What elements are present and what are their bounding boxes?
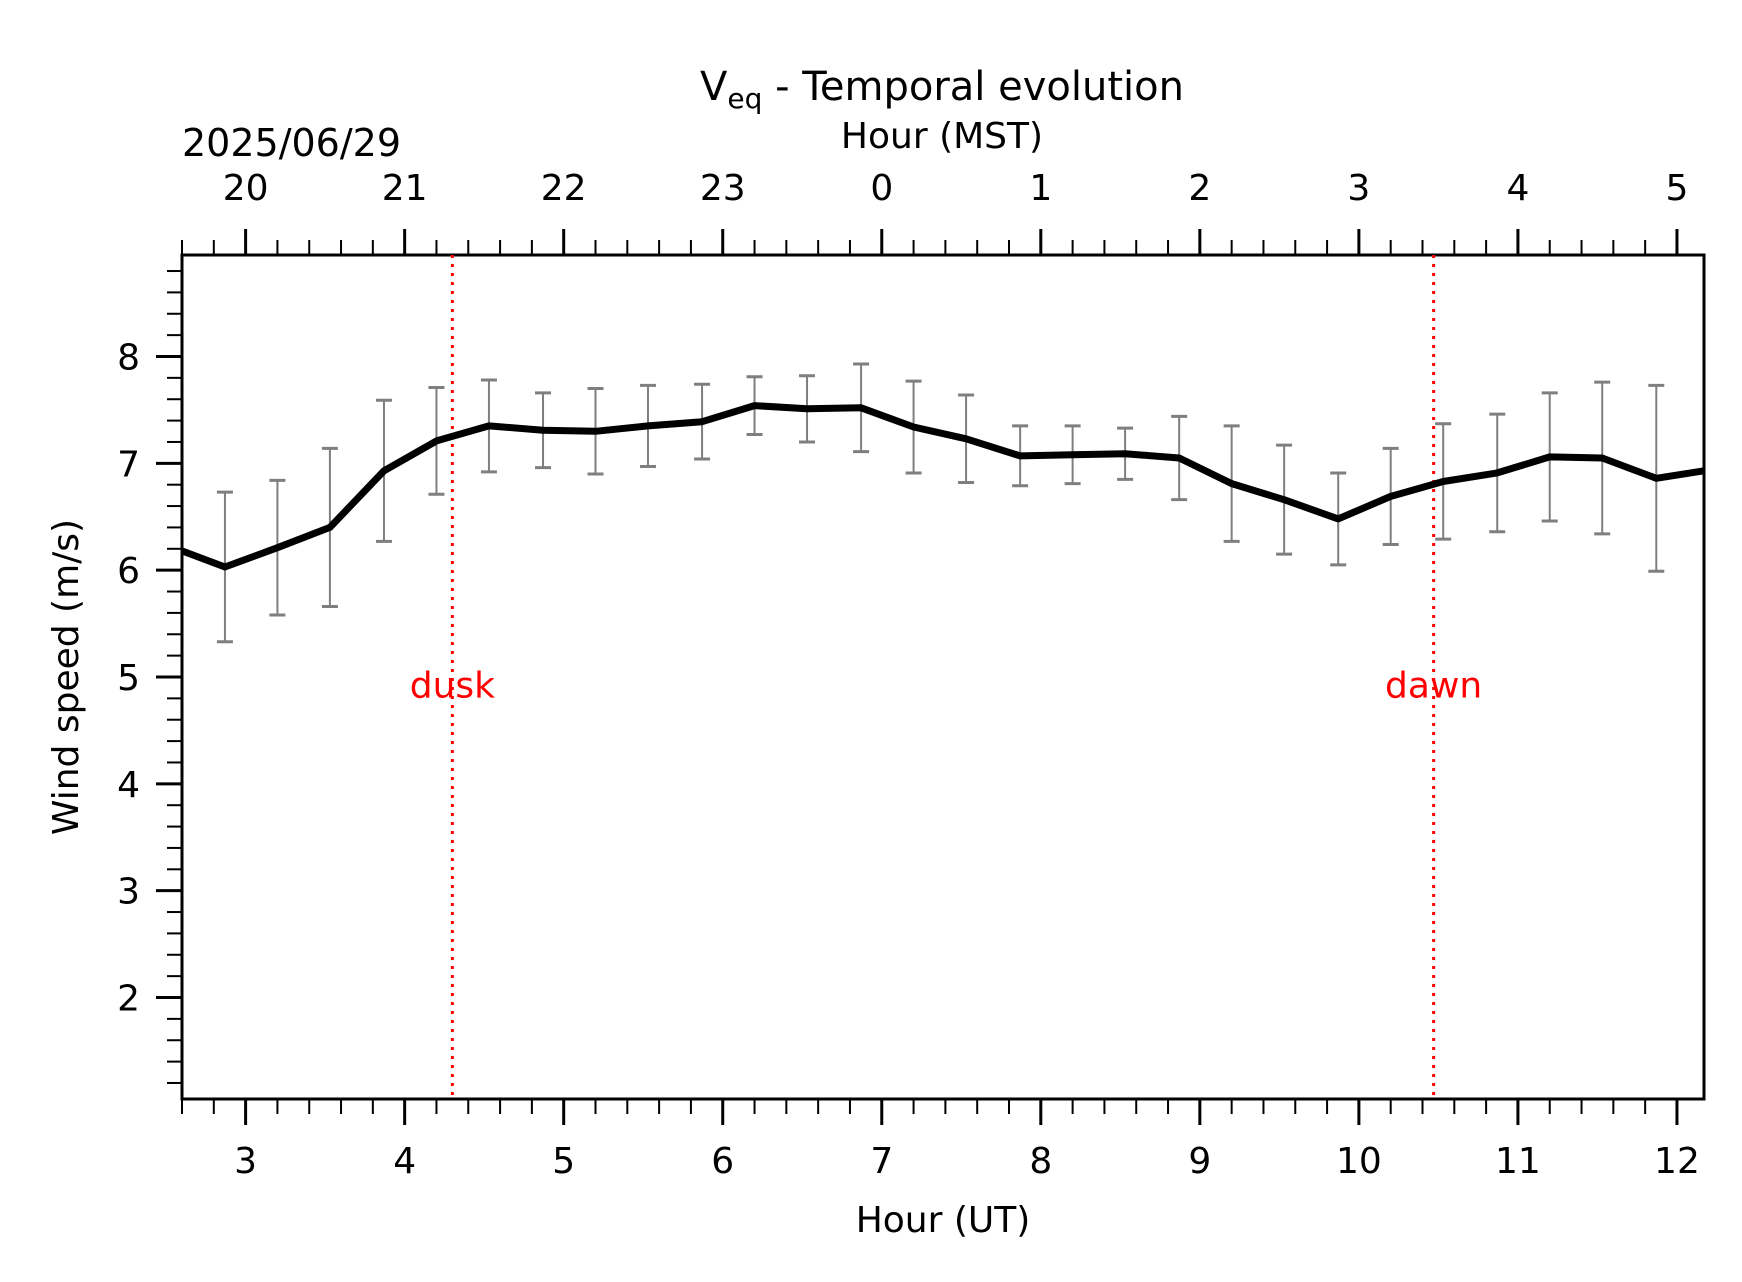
x-axis-title: Hour (UT) <box>856 1200 1031 1241</box>
top-tick-label: 22 <box>541 168 587 209</box>
top-tick-label: 20 <box>223 168 269 209</box>
top-tick-label: 21 <box>382 168 428 209</box>
top-axis-ticks <box>181 229 1679 255</box>
x-tick-label: 4 <box>393 1141 416 1182</box>
top-axis-tick-labels: 20 21 22 23 0 1 2 3 4 5 <box>223 168 1689 209</box>
event-label-dusk: dusk <box>410 665 495 706</box>
x-tick-label: 12 <box>1654 1141 1700 1182</box>
bottom-axis-ticks <box>181 1099 1679 1125</box>
left-axis-ticks <box>156 270 182 1084</box>
y-tick-label: 6 <box>117 551 140 592</box>
chart-title: Veq - Temporal evolution <box>700 64 1184 115</box>
x-tick-label: 6 <box>711 1141 734 1182</box>
title-rest: - Temporal evolution <box>762 64 1184 110</box>
event-markers: dusk dawn <box>410 255 1482 1099</box>
x-tick-label: 10 <box>1336 1141 1382 1182</box>
top-tick-label: 3 <box>1347 168 1370 209</box>
y-tick-label: 8 <box>117 337 140 378</box>
x-tick-label: 9 <box>1188 1141 1211 1182</box>
top-axis-label: Hour (MST) <box>841 116 1043 157</box>
top-tick-label: 23 <box>700 168 746 209</box>
y-tick-label: 4 <box>117 765 140 806</box>
y-axis-title: Wind speed (m/s) <box>46 519 87 835</box>
bottom-axis-tick-labels: 3 4 5 6 7 8 9 10 11 12 <box>234 1141 1700 1182</box>
y-tick-label: 3 <box>117 872 140 913</box>
x-tick-label: 8 <box>1029 1141 1052 1182</box>
x-tick-label: 3 <box>234 1141 257 1182</box>
x-tick-label: 7 <box>870 1141 893 1182</box>
x-tick-label: 11 <box>1495 1141 1541 1182</box>
title-main: V <box>700 64 728 110</box>
date-label: 2025/06/29 <box>182 121 401 165</box>
y-tick-label: 5 <box>117 658 140 699</box>
left-axis-tick-labels: 2 3 4 5 6 7 8 <box>117 337 140 1019</box>
event-label-dawn: dawn <box>1385 665 1482 706</box>
top-tick-label: 4 <box>1506 168 1529 209</box>
y-tick-label: 7 <box>117 444 140 485</box>
top-tick-label: 5 <box>1666 168 1689 209</box>
series-lines <box>180 402 1705 571</box>
wind-speed-line <box>180 402 1705 571</box>
top-tick-label: 2 <box>1188 168 1211 209</box>
y-tick-label: 2 <box>117 979 140 1020</box>
top-tick-label: 1 <box>1029 168 1052 209</box>
x-tick-label: 5 <box>552 1141 575 1182</box>
top-tick-label: 0 <box>870 168 893 209</box>
title-subscript: eq <box>727 82 762 115</box>
